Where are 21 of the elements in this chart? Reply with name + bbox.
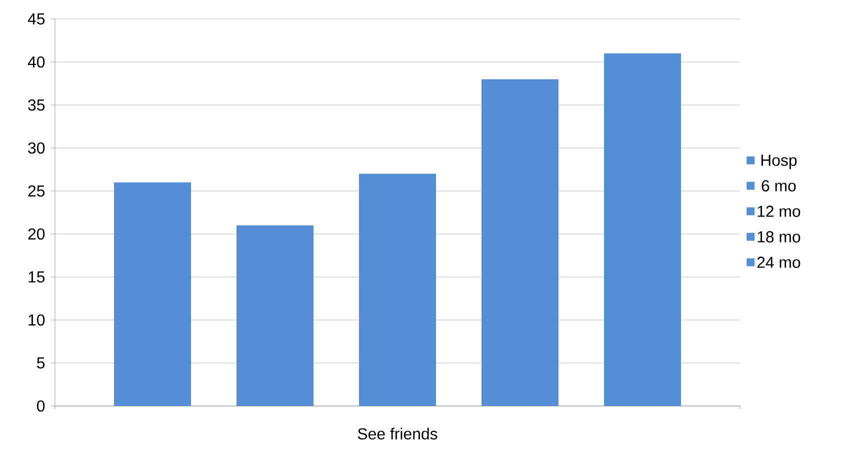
bar	[604, 53, 682, 406]
y-tick-label: 20	[28, 228, 45, 240]
legend-label: 18 mo	[758, 231, 800, 242]
y-tick-label: 15	[28, 271, 45, 283]
y-tick-label: 30	[28, 142, 45, 154]
y-tick-label: 35	[28, 99, 45, 111]
bar	[359, 174, 436, 406]
legend-label: Hosp	[761, 154, 797, 170]
y-tick-label: 0	[36, 400, 45, 412]
y-tick-label: 40	[28, 56, 45, 68]
bar	[482, 79, 559, 406]
y-tick-label: 5	[37, 357, 45, 369]
y-tick-label: 25	[28, 185, 45, 197]
bar	[236, 225, 314, 406]
legend-label: 6 mo	[762, 180, 796, 192]
bar	[114, 182, 192, 406]
y-tick-label: 45	[28, 13, 45, 25]
x-tick-label: See friends	[358, 428, 438, 440]
legend-label: 24 mo	[757, 256, 800, 268]
y-tick-label: 10	[28, 314, 45, 326]
legend-label: 12 mo	[758, 206, 800, 217]
